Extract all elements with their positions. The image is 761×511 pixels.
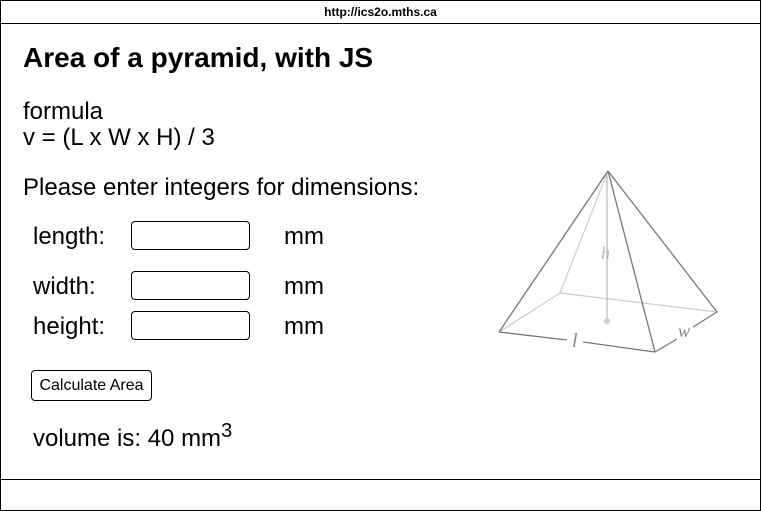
address-bar[interactable]: http://ics2o.mths.ca bbox=[1, 1, 760, 24]
height-label: height: bbox=[33, 313, 106, 340]
pyramid-diagram: h l w bbox=[498, 170, 718, 353]
instructions-text: Please enter integers for dimensions: bbox=[23, 174, 420, 201]
height-unit: mm bbox=[284, 313, 324, 340]
volume-result-text: volume is: 40 mm bbox=[33, 425, 222, 452]
base-center-point bbox=[604, 318, 610, 324]
page-title: Area of a pyramid, with JS bbox=[23, 42, 374, 73]
formula-text: v = (L x W x H) / 3 bbox=[23, 124, 215, 151]
status-bar bbox=[1, 479, 760, 510]
pyramid-visible-edges bbox=[498, 170, 718, 353]
hidden-lateral-edge bbox=[559, 170, 609, 294]
volume-result: volume is: 40 mm3 bbox=[33, 421, 232, 453]
hidden-base-edge-left bbox=[498, 292, 561, 333]
base-edge-right-upper bbox=[692, 311, 718, 328]
base-edge-right-lower bbox=[654, 338, 678, 353]
lateral-edge-front bbox=[607, 170, 656, 353]
pyramid-hidden-edges bbox=[498, 170, 718, 333]
lateral-edge-left bbox=[498, 170, 609, 333]
height-input[interactable] bbox=[131, 311, 250, 340]
volume-result-exponent: 3 bbox=[221, 420, 233, 442]
formula-label: formula bbox=[23, 98, 104, 125]
base-edge-front-left bbox=[498, 331, 568, 341]
width-label-w: w bbox=[678, 321, 690, 341]
width-input[interactable] bbox=[131, 271, 250, 300]
length-label: length: bbox=[33, 223, 106, 250]
height-label-h: h bbox=[601, 243, 610, 263]
calculate-area-button[interactable]: Calculate Area bbox=[31, 370, 152, 401]
length-input[interactable] bbox=[131, 221, 250, 250]
width-unit: mm bbox=[284, 273, 324, 300]
width-label: width: bbox=[33, 273, 96, 300]
base-edge-front-right bbox=[582, 341, 656, 353]
length-label-l: l bbox=[572, 330, 578, 352]
lateral-edge-right bbox=[607, 170, 718, 313]
hidden-base-edge-back bbox=[559, 292, 718, 313]
length-unit: mm bbox=[284, 223, 324, 250]
